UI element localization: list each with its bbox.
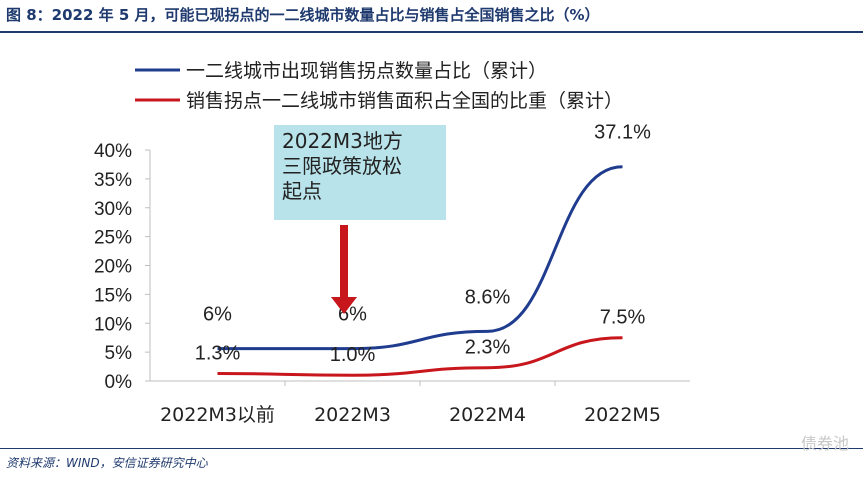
data-label: 7.5% [600, 307, 646, 329]
title-divider [0, 31, 863, 33]
source-divider [0, 448, 863, 449]
y-tick-label: 15% [94, 285, 132, 306]
y-tick-label: 30% [94, 199, 132, 220]
arrow-shaft [340, 225, 348, 297]
y-tick-label: 0% [105, 372, 133, 393]
y-tick-label: 5% [105, 343, 133, 364]
callout-line-1: 2022M3地方 [282, 129, 403, 153]
data-label: 2.3% [465, 337, 511, 359]
data-label: 1.0% [330, 344, 376, 366]
data-label: 1.3% [195, 342, 241, 364]
y-tick-label: 20% [94, 257, 132, 278]
x-tick-label: 2022M3 [314, 404, 391, 426]
x-tick-label: 2022M3以前 [160, 404, 275, 426]
figure-title: 图 8：2022 年 5 月，可能已现拐点的一二线城市数量占比与销售占全国销售之… [6, 6, 600, 24]
y-tick-label: 35% [94, 170, 132, 191]
data-label: 8.6% [465, 286, 511, 308]
y-tick-label: 40% [94, 141, 132, 162]
legend-label-2: 销售拐点一二线城市销售面积占全国的比重（累计） [186, 90, 623, 112]
x-tick-label: 2022M4 [449, 404, 526, 426]
series-line-1 [217, 165, 623, 351]
series-line-2 [217, 336, 623, 377]
callout-line-2: 三限政策放松 [282, 154, 402, 178]
watermark-logo: 债券池 [800, 434, 849, 453]
annotation-callout: 2022M3地方 三限政策放松 起点 [274, 125, 446, 220]
x-tick-label: 2022M5 [584, 404, 661, 426]
arrow-head [331, 297, 357, 314]
legend-label-1: 一二线城市出现销售拐点数量占比（累计） [186, 60, 547, 82]
y-tick-label: 10% [94, 314, 132, 335]
y-tick-label: 25% [94, 228, 132, 249]
data-label: 37.1% [594, 122, 651, 144]
data-label: 6% [203, 304, 232, 326]
source-note: 资料来源：WIND，安信证券研究中心 [6, 456, 208, 470]
callout-line-3: 起点 [282, 179, 322, 203]
